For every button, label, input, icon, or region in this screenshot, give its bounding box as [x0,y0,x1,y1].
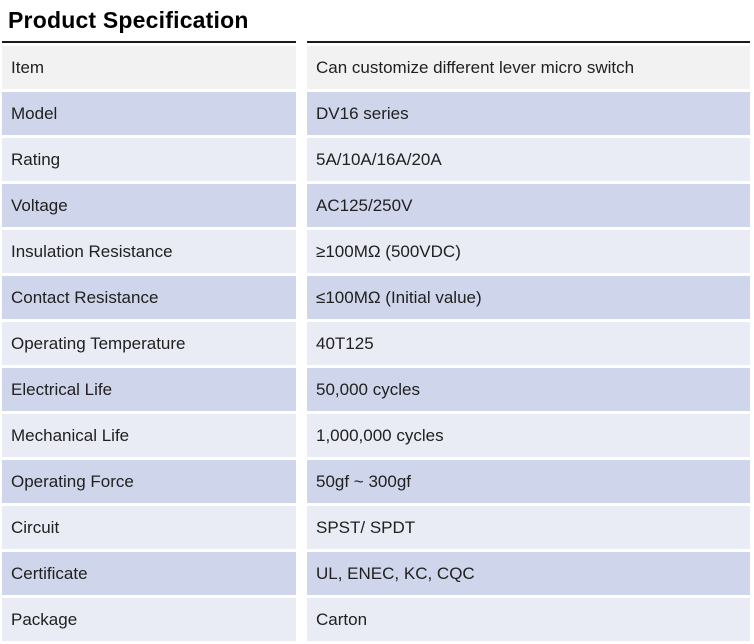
spec-row-value: DV16 series [307,92,750,135]
spec-row-label: Model [2,92,296,135]
spec-row-label: Electrical Life [2,368,296,411]
spec-row-label: Contact Resistance [2,276,296,319]
product-specification-page: Product Specification Item Can customize … [0,7,754,641]
spec-row-label: Voltage [2,184,296,227]
spec-row-value: SPST/ SPDT [307,506,750,549]
spec-row-value: AC125/250V [307,184,750,227]
spec-row-value: ≥100MΩ (500VDC) [307,230,750,273]
spec-row-value: 5A/10A/16A/20A [307,138,750,181]
spec-row-label: Package [2,598,296,641]
spec-row-value: ≤100MΩ (Initial value) [307,276,750,319]
spec-row-value: 50,000 cycles [307,368,750,411]
table-top-border-right [307,41,750,43]
spec-row-value: Can customize different lever micro swit… [307,46,750,89]
spec-row-value: UL, ENEC, KC, CQC [307,552,750,595]
spec-row-value: 1,000,000 cycles [307,414,750,457]
spec-row-label: Operating Temperature [2,322,296,365]
spec-row-label: Item [2,46,296,89]
table-top-border-left [2,41,296,43]
spec-row-value: 40T125 [307,322,750,365]
spec-row-label: Circuit [2,506,296,549]
spec-row-label: Mechanical Life [2,414,296,457]
spec-row-label: Insulation Resistance [2,230,296,273]
spec-row-label: Operating Force [2,460,296,503]
spec-row-label: Rating [2,138,296,181]
page-title: Product Specification [8,7,249,33]
spec-table: Item Can customize different lever micro … [2,41,750,641]
spec-row-value: 50gf ~ 300gf [307,460,750,503]
spec-row-label: Certificate [2,552,296,595]
spec-row-value: Carton [307,598,750,641]
